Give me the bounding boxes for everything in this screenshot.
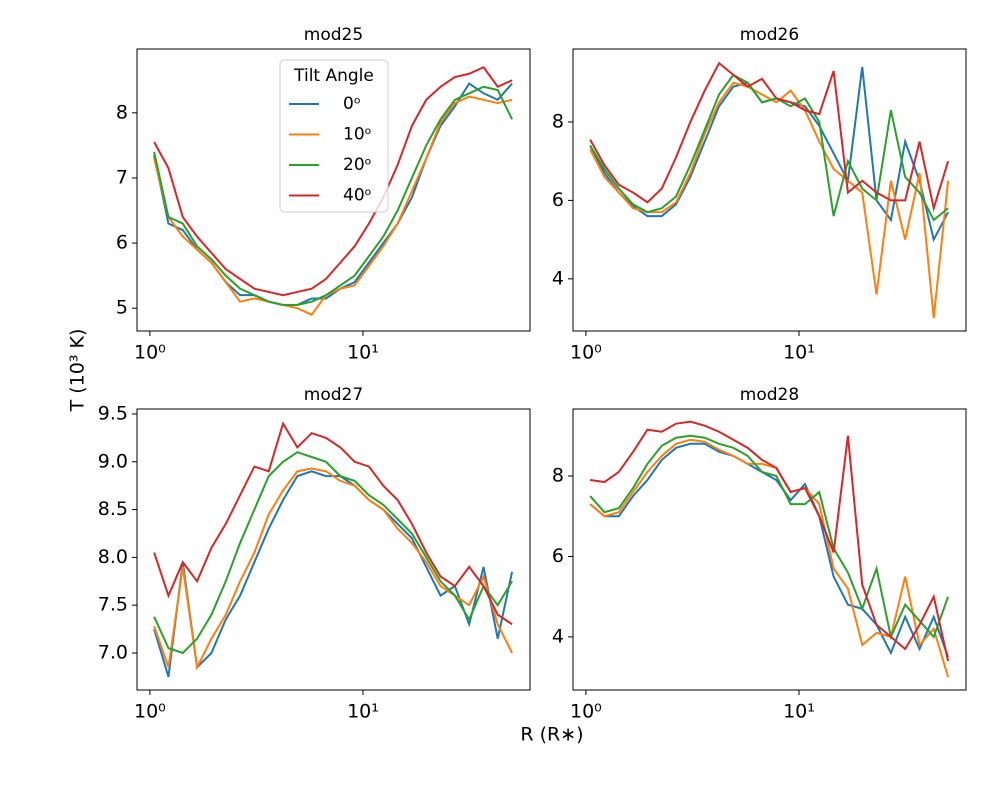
legend-label: 10ᵒ <box>343 125 372 145</box>
series-line <box>589 61 950 213</box>
y-tick-label: 6 <box>552 189 564 211</box>
legend-title: Tilt Angle <box>293 66 374 86</box>
subplot-title: mod25 <box>304 25 363 45</box>
y-tick-label: 9.5 <box>98 402 128 424</box>
y-tick-label: 9.0 <box>98 450 128 472</box>
x-tick-label: 10¹ <box>347 342 379 364</box>
series-line <box>589 434 950 641</box>
x-tick-label: 10¹ <box>783 342 815 364</box>
y-tick-label: 4 <box>552 267 564 289</box>
y-axis-label: T (10³ K) <box>67 329 89 413</box>
subplot: mod27 7.0 7.5 8.0 8.5 9.0 9.5 10⁰ 10¹ <box>98 385 531 723</box>
y-tick-label: 4 <box>552 625 564 647</box>
x-tick-label: 10⁰ <box>134 701 166 723</box>
axes-frame <box>572 48 967 332</box>
series-line <box>153 95 513 316</box>
series-line <box>589 73 949 222</box>
legend: Tilt Angle 0ᵒ 10ᵒ 20ᵒ 40ᵒ <box>279 59 389 213</box>
subplot: mod26 4 6 8 10⁰ 10¹ <box>552 25 967 364</box>
subplot: mod28 4 6 8 10⁰ 10¹ <box>552 385 967 723</box>
legend-box <box>279 59 389 213</box>
y-tick-label: 8.5 <box>98 498 128 520</box>
y-tick-label: 7 <box>116 166 128 188</box>
series-line <box>589 442 950 658</box>
subplot-title: mod28 <box>740 385 799 405</box>
x-tick-label: 10¹ <box>347 701 379 723</box>
y-tick-label: 5 <box>116 297 128 319</box>
lines <box>589 61 950 319</box>
series-line <box>590 420 950 662</box>
y-tick-label: 6 <box>116 232 128 254</box>
series-line <box>153 85 513 306</box>
x-tick-label: 10¹ <box>783 701 815 723</box>
series-line <box>153 467 513 671</box>
series-line <box>153 65 513 297</box>
y-tick-label: 8.0 <box>98 546 128 568</box>
subplot-title: mod26 <box>740 25 799 45</box>
y-tick-label: 8 <box>116 101 128 123</box>
y-tick-label: 6 <box>552 545 564 567</box>
x-tick-label: 10⁰ <box>570 342 602 364</box>
legend-label: 40ᵒ <box>343 186 372 206</box>
subplot: mod25 5 6 7 8 10⁰ 10¹ Tilt Angle 0ᵒ 10ᵒ 20ᵒ 40ᵒ <box>116 25 531 364</box>
series-line <box>589 66 949 243</box>
y-tick-label: 8 <box>552 110 564 132</box>
lines <box>153 421 514 678</box>
x-tick-label: 10⁰ <box>134 342 166 364</box>
axes-frame <box>572 408 967 691</box>
lines <box>589 420 950 678</box>
subplot-title: mod27 <box>304 385 363 405</box>
y-tick-label: 7.5 <box>98 594 128 616</box>
y-tick-label: 7.0 <box>98 641 128 663</box>
x-tick-label: 10⁰ <box>570 701 602 723</box>
x-axis-label: R (R∗) <box>520 724 583 746</box>
lines <box>153 65 513 316</box>
y-tick-label: 8 <box>552 464 564 486</box>
axes-frame <box>136 408 531 691</box>
series-line <box>153 421 513 626</box>
series-line <box>153 451 513 655</box>
series-line <box>589 438 950 678</box>
legend-label: 20ᵒ <box>343 155 372 175</box>
axes-frame <box>136 48 531 332</box>
legend-label: 0ᵒ <box>343 94 361 114</box>
